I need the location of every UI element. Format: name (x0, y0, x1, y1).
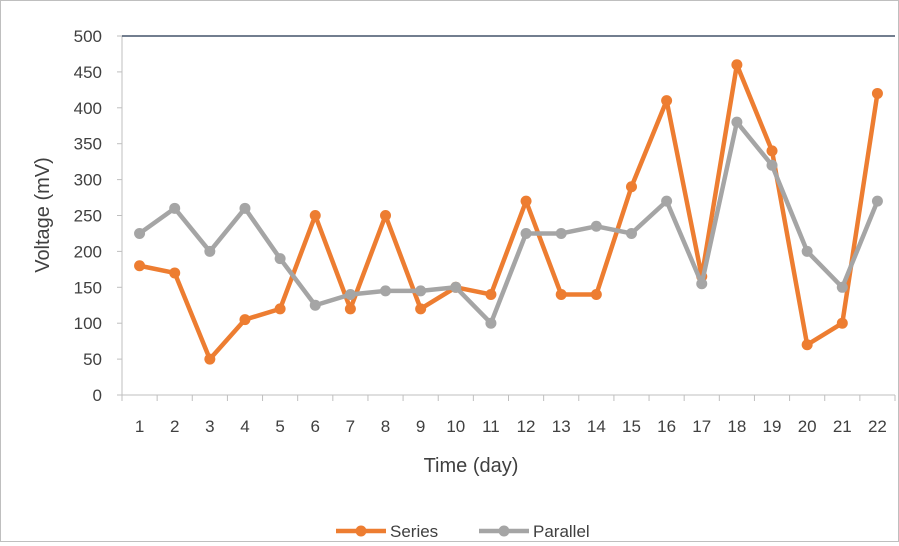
data-point-parallel (380, 285, 392, 297)
data-point-parallel (239, 202, 251, 214)
legend-item-series: Series (336, 522, 438, 541)
legend-item-parallel: Parallel (479, 522, 590, 541)
legend-label-parallel: Parallel (533, 522, 590, 541)
data-point-series (485, 288, 497, 300)
x-tick-label: 13 (552, 417, 571, 436)
y-tick-label: 500 (74, 27, 102, 46)
y-tick-label: 0 (93, 386, 102, 405)
x-tick-label: 10 (446, 417, 465, 436)
x-tick-label: 18 (727, 417, 746, 436)
data-point-parallel (204, 245, 216, 257)
y-tick-label: 250 (74, 207, 102, 226)
data-point-series (274, 303, 286, 315)
data-point-parallel (836, 281, 848, 293)
data-point-parallel (731, 116, 743, 128)
x-tick-label: 4 (240, 417, 249, 436)
data-point-series (871, 87, 883, 99)
data-point-parallel (555, 227, 567, 239)
x-tick-label: 19 (763, 417, 782, 436)
data-point-series (169, 267, 181, 279)
series-line-parallel (137, 119, 880, 326)
y-tick-label: 150 (74, 278, 102, 297)
data-point-parallel (450, 281, 462, 293)
data-point-parallel (344, 288, 356, 300)
y-tick-label: 100 (74, 314, 102, 333)
data-point-series (731, 59, 743, 71)
data-point-series (801, 339, 813, 351)
y-axis-title: Voltage (mV) (32, 157, 54, 273)
data-point-series (555, 288, 567, 300)
x-tick-label: 8 (381, 417, 390, 436)
x-tick-label: 20 (798, 417, 817, 436)
data-point-parallel (871, 195, 883, 207)
data-point-parallel (766, 159, 778, 171)
y-axis-ticks: 0 50 100 150 200 250 300 350 400 450 500 (74, 27, 122, 405)
data-point-series (344, 303, 356, 315)
y-tick-label: 350 (74, 135, 102, 154)
y-tick-label: 300 (74, 171, 102, 190)
x-tick-label: 7 (346, 417, 355, 436)
data-point-series (625, 181, 637, 193)
x-axis-title: Time (day) (424, 455, 519, 477)
legend-label-series: Series (390, 522, 438, 541)
x-tick-label: 9 (416, 417, 425, 436)
x-tick-label: 21 (833, 417, 852, 436)
data-point-parallel (801, 245, 813, 257)
x-tick-label: 1 (135, 417, 144, 436)
data-point-parallel (520, 227, 532, 239)
x-tick-label: 3 (205, 417, 214, 436)
data-point-series (661, 95, 673, 107)
series-line-series (137, 62, 880, 362)
data-point-parallel (625, 227, 637, 239)
data-point-parallel (415, 285, 427, 297)
y-tick-label: 200 (74, 242, 102, 261)
data-point-parallel (134, 227, 146, 239)
data-point-series (239, 314, 251, 326)
data-point-series (309, 210, 321, 221)
x-tick-label: 17 (692, 417, 711, 436)
x-tick-label: 15 (622, 417, 641, 436)
data-point-series (134, 260, 146, 272)
y-tick-label: 50 (83, 350, 102, 369)
x-tick-label: 22 (868, 417, 887, 436)
data-point-parallel (590, 220, 602, 232)
data-point-parallel (696, 278, 708, 290)
x-tick-label: 6 (311, 417, 320, 436)
x-tick-label: 11 (482, 417, 500, 436)
x-tick-label: 16 (657, 417, 676, 436)
data-point-series (204, 353, 216, 365)
data-point-parallel (661, 195, 673, 207)
data-point-series (590, 288, 602, 300)
legend: Series Parallel (336, 522, 590, 541)
series-layer (134, 59, 883, 365)
data-point-series (415, 303, 427, 315)
legend-marker-series (355, 525, 367, 537)
data-point-series (766, 145, 778, 157)
x-axis-ticks: 1 2 3 4 5 6 7 8 9 10 11 12 13 14 15 16 17 18 19 20 21 22 (121, 395, 896, 436)
x-tick-label: 2 (170, 417, 179, 436)
data-point-series (520, 195, 532, 207)
y-tick-label: 450 (74, 63, 102, 82)
series-series (134, 59, 883, 365)
data-point-series (836, 317, 848, 329)
data-point-parallel (485, 317, 497, 329)
x-tick-label: 12 (517, 417, 536, 436)
x-tick-label: 14 (587, 417, 606, 436)
x-tick-label: 5 (275, 417, 284, 436)
data-point-series (380, 210, 392, 221)
data-point-parallel (309, 299, 321, 311)
series-parallel (134, 116, 883, 329)
y-tick-label: 400 (74, 99, 102, 118)
data-point-parallel (274, 253, 286, 265)
data-point-parallel (169, 202, 181, 214)
legend-marker-parallel (498, 525, 510, 537)
